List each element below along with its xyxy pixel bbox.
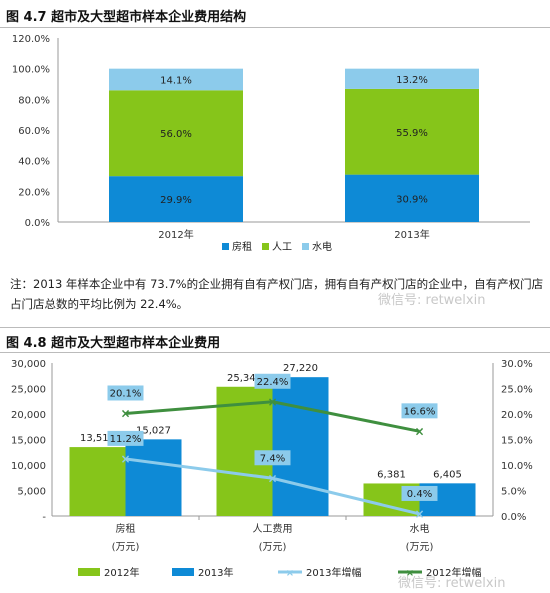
x-tick-label: 2012年 <box>158 228 193 241</box>
legend-label: 2013年 <box>198 566 233 579</box>
y-tick-label: 60.0% <box>18 126 50 137</box>
legend-label: 人工 <box>272 241 292 253</box>
y2-tick-label: 20.0% <box>501 410 533 421</box>
legend-swatch <box>172 568 194 576</box>
legend-marker: × <box>406 568 414 579</box>
watermark-bottom: 微信号: retwelxin <box>398 576 506 591</box>
line-label-box <box>401 485 438 501</box>
line-data-label: 20.1% <box>110 388 142 399</box>
bar <box>69 447 126 516</box>
data-label: 13.2% <box>396 75 428 86</box>
line-data-label: 11.2% <box>110 434 142 445</box>
bar-segment <box>109 68 243 91</box>
y-tick-label: 80.0% <box>18 95 50 106</box>
x-tick-label: 房租 <box>116 522 136 535</box>
watermark-top: 微信号: retwelxin <box>378 293 486 308</box>
y2-tick-label: 5.0% <box>501 487 526 498</box>
y-tick-label: 20,000 <box>11 410 46 421</box>
legend-swatch <box>302 243 309 250</box>
x-tick-sublabel: (万元) <box>112 542 140 553</box>
y-tick-label: 40.0% <box>18 157 50 168</box>
data-label: 29.9% <box>160 195 192 206</box>
bar-segment <box>345 174 479 222</box>
legend-swatch <box>78 568 100 576</box>
data-label: 14.1% <box>160 75 192 86</box>
series-line <box>125 457 420 516</box>
y-tick-label: 20.0% <box>18 187 50 198</box>
bar-segment <box>345 68 479 89</box>
legend-swatch <box>262 243 269 250</box>
y-tick-label: 30,000 <box>11 359 46 370</box>
line-data-label: 22.4% <box>257 377 289 388</box>
legend-label: 房租 <box>232 240 252 253</box>
bar-segment <box>109 176 243 222</box>
line-marker: × <box>120 452 130 466</box>
figure-4-7-title: 图 4.7 超市及大型超市样本企业费用结构 <box>6 10 247 25</box>
legend-label: 2013年增幅 <box>306 566 361 579</box>
y-tick-label: 15,000 <box>11 436 46 447</box>
y-tick-label: 120.0% <box>12 34 50 45</box>
chart-note: 注：2013 年样本企业中有 73.7%的企业拥有自有产权门店，拥有自有产权门店… <box>10 277 544 311</box>
line-marker: × <box>414 507 424 521</box>
legend-label: 水电 <box>312 240 332 253</box>
bar-segment <box>109 90 243 177</box>
line-label-box <box>254 450 291 466</box>
x-tick-label: 2013年 <box>394 228 429 241</box>
data-label: 6,405 <box>433 469 462 480</box>
x-tick-label: 水电 <box>410 522 430 535</box>
y2-tick-label: 10.0% <box>501 461 533 472</box>
bar <box>125 439 182 516</box>
data-label: 13,512 <box>80 433 115 444</box>
y-tick-label: 0.0% <box>25 218 50 229</box>
title-rule-lower <box>0 352 550 353</box>
y-tick-label: - <box>42 512 46 523</box>
data-label: 55.9% <box>396 128 428 139</box>
bar-segment <box>345 88 479 175</box>
line-label-box <box>107 385 144 401</box>
y-tick-label: 100.0% <box>12 65 50 76</box>
y2-tick-label: 0.0% <box>501 512 526 523</box>
data-label: 6,381 <box>377 469 406 480</box>
series-line <box>125 400 420 433</box>
figure-4-8-title: 图 4.8 超市及大型超市样本企业费用 <box>6 336 221 351</box>
title-rule-middle <box>0 327 550 328</box>
x-tick-sublabel: (万元) <box>406 542 434 553</box>
legend-swatch <box>222 243 229 250</box>
line-data-label: 16.6% <box>404 406 436 417</box>
data-label: 25,340 <box>227 373 262 384</box>
y-tick-label: 5,000 <box>17 487 46 498</box>
legend-label: 2012年 <box>104 566 139 579</box>
y2-tick-label: 30.0% <box>501 359 533 370</box>
data-label: 27,220 <box>283 363 318 374</box>
stacked-bar-chart: 0.0% 20.0% 40.0% 60.0% 80.0% 100.0% 120.0% 29.9… <box>12 34 530 253</box>
combo-bar-line-chart: - 5,000 10,000 15,000 20,000 25,000 30,000 0.0%… <box>11 359 533 579</box>
data-label: 30.9% <box>396 194 428 205</box>
y-tick-label: 25,000 <box>11 385 46 396</box>
y-tick-label: 10,000 <box>11 461 46 472</box>
legend-label: 2012年增幅 <box>426 566 481 579</box>
line-data-label: 0.4% <box>407 489 432 500</box>
line-marker: × <box>267 471 277 485</box>
line-data-label: 7.4% <box>260 453 285 464</box>
line-label-box <box>254 373 291 389</box>
x-tick-sublabel: (万元) <box>259 542 287 553</box>
line-label-box <box>401 403 438 419</box>
title-rule-top <box>0 27 550 28</box>
line-label-box <box>107 430 144 446</box>
x-tick-label: 人工费用 <box>253 522 293 535</box>
line-marker: × <box>267 395 277 409</box>
data-label: 56.0% <box>160 129 192 140</box>
legend-marker: × <box>286 568 294 579</box>
y2-tick-label: 15.0% <box>501 436 533 447</box>
line-marker: × <box>120 406 130 420</box>
y2-tick-label: 25.0% <box>501 385 533 396</box>
data-label: 15,027 <box>136 425 171 436</box>
bar <box>272 377 329 516</box>
line-marker: × <box>414 424 424 438</box>
